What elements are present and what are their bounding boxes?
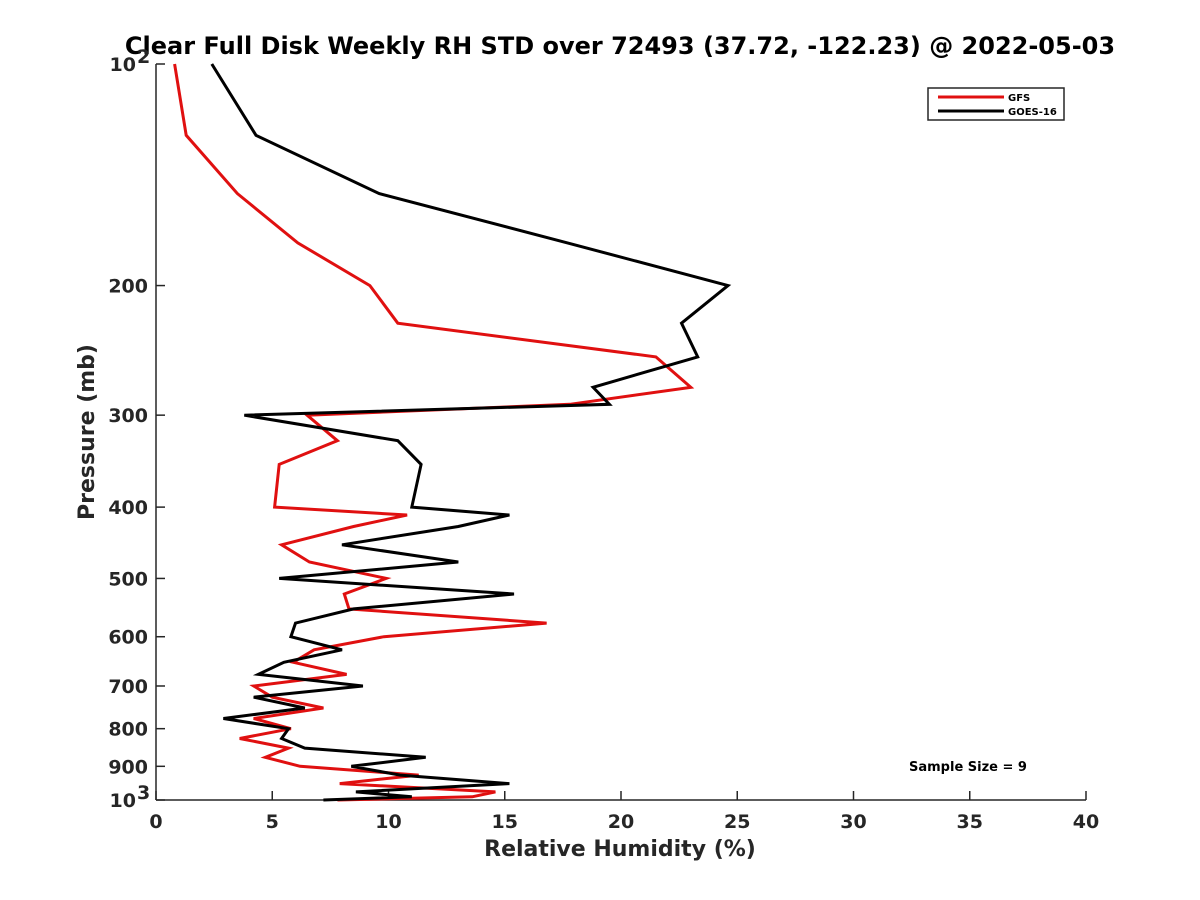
y-tick-label: 400 [108,497,148,519]
x-tick-label: 15 [492,811,518,833]
y-tick-label: 800 [108,719,148,741]
legend-label: GOES-16 [1008,107,1057,118]
x-tick-label: 20 [608,811,634,833]
legend-box [927,87,1065,121]
x-tick-label: 0 [149,811,162,833]
x-tick-label: 35 [957,811,983,833]
y-tick-label: 300 [108,405,148,427]
legend-label: GFS [1008,93,1030,104]
y-tick-label: 500 [108,568,148,590]
series-line-goes-16 [210,63,732,802]
y-tick-exponent: 2 [137,46,150,68]
x-tick-label: 30 [840,811,866,833]
legend: GFS GOES-16 [927,87,1065,121]
x-tick-label: 25 [724,811,750,833]
x-tick-label: 5 [266,811,279,833]
y-tick-label: 600 [108,627,148,649]
y-tick-exponent: 3 [137,782,150,804]
x-axis-label: Relative Humidity (%) [484,837,756,862]
x-tick-label: 40 [1073,811,1099,833]
x-tick-label: 10 [375,811,401,833]
y-tick-label: 10 [110,790,136,812]
series-line-gfs [173,63,695,802]
y-tick-label: 200 [108,276,148,298]
sample-size-annotation: Sample Size = 9 [909,760,1027,775]
y-tick-label: 10 [110,54,136,76]
y-tick-label: 900 [108,756,148,778]
y-axis-label: Pressure (mb) [75,344,100,520]
y-tick-label: 700 [108,676,148,698]
chart-title: Clear Full Disk Weekly RH STD over 72493… [125,32,1115,60]
